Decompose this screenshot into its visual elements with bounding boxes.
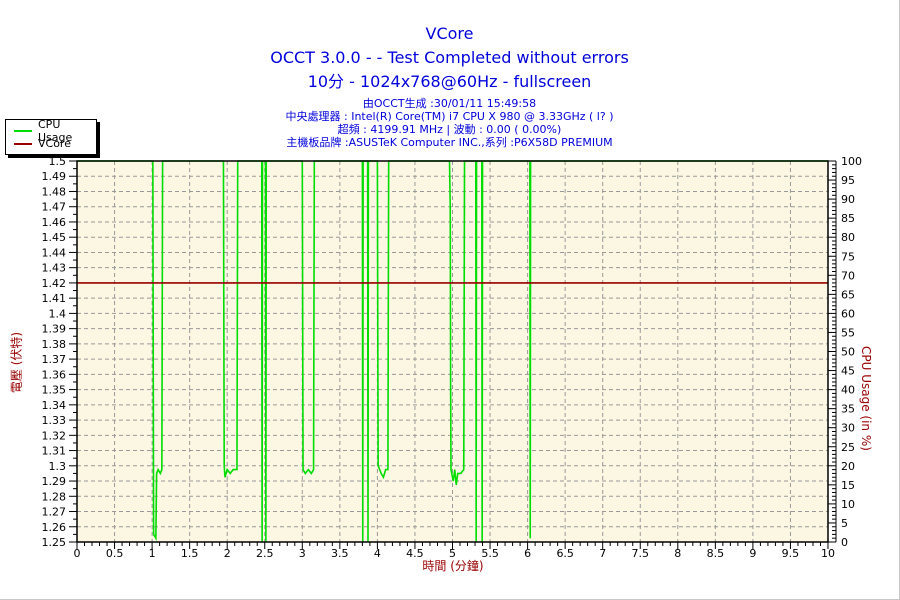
svg-text:45: 45 xyxy=(841,365,855,378)
svg-text:40: 40 xyxy=(841,384,855,397)
svg-text:1.44: 1.44 xyxy=(42,246,67,259)
svg-text:4.5: 4.5 xyxy=(406,547,424,560)
svg-text:35: 35 xyxy=(841,403,855,416)
chart-subtitle-status: OCCT 3.0.0 - - Test Completed without er… xyxy=(270,48,629,67)
svg-text:80: 80 xyxy=(841,231,855,244)
svg-text:25: 25 xyxy=(841,441,855,454)
svg-text:1.27: 1.27 xyxy=(42,506,67,519)
svg-text:0: 0 xyxy=(74,547,81,560)
svg-text:1.41: 1.41 xyxy=(42,292,67,305)
svg-text:1.28: 1.28 xyxy=(42,490,67,503)
svg-text:70: 70 xyxy=(841,269,855,282)
svg-text:1.34: 1.34 xyxy=(42,399,67,412)
svg-text:1.26: 1.26 xyxy=(42,521,67,534)
svg-text:1.31: 1.31 xyxy=(42,445,67,458)
svg-text:1.38: 1.38 xyxy=(42,338,67,351)
svg-text:1.39: 1.39 xyxy=(42,323,67,336)
legend-item-vcore: VCore xyxy=(14,137,96,150)
svg-text:10: 10 xyxy=(821,547,835,560)
svg-text:9.5: 9.5 xyxy=(782,547,800,560)
svg-text:50: 50 xyxy=(841,346,855,359)
svg-text:20: 20 xyxy=(841,460,855,473)
vcore-line-swatch xyxy=(14,142,32,145)
info-cpu-line: 中央處理器 : Intel(R) Core(TM) i7 CPU X 980 @… xyxy=(285,110,614,123)
svg-text:1.29: 1.29 xyxy=(42,475,67,488)
svg-text:1.25: 1.25 xyxy=(42,536,67,549)
svg-text:15: 15 xyxy=(841,479,855,492)
svg-text:85: 85 xyxy=(841,212,855,225)
legend: CPU Usage VCore xyxy=(5,118,97,155)
svg-text:1.46: 1.46 xyxy=(42,216,67,229)
svg-text:55: 55 xyxy=(841,326,855,339)
svg-text:1.48: 1.48 xyxy=(42,186,67,199)
svg-text:90: 90 xyxy=(841,193,855,206)
info-generated-line: 由OCCT生成 :30/01/11 15:49:58 xyxy=(362,97,537,110)
info-overclock-line: 超頻 : 4199.91 MHz | 波動 : 0.00 ( 0.00%) xyxy=(337,123,562,136)
svg-text:1.43: 1.43 xyxy=(42,262,67,275)
svg-text:100: 100 xyxy=(841,155,862,168)
legend-label-vcore: VCore xyxy=(38,137,71,150)
svg-text:60: 60 xyxy=(841,307,855,320)
svg-text:1.5: 1.5 xyxy=(181,547,199,560)
svg-text:1.42: 1.42 xyxy=(42,277,67,290)
svg-text:5: 5 xyxy=(449,547,456,560)
svg-text:1.4: 1.4 xyxy=(49,307,67,320)
svg-text:2: 2 xyxy=(224,547,231,560)
svg-text:30: 30 xyxy=(841,422,855,435)
svg-text:7.5: 7.5 xyxy=(632,547,650,560)
svg-text:1.36: 1.36 xyxy=(42,368,67,381)
svg-text:1.5: 1.5 xyxy=(49,155,67,168)
svg-text:1: 1 xyxy=(149,547,156,560)
svg-text:5.5: 5.5 xyxy=(481,547,499,560)
svg-text:1.49: 1.49 xyxy=(42,170,67,183)
right-axis-title: CPU Usage (in %) xyxy=(859,346,873,451)
svg-text:10: 10 xyxy=(841,498,855,511)
svg-text:2.5: 2.5 xyxy=(256,547,274,560)
left-axis-title: 電壓 (伏特) xyxy=(9,331,24,394)
svg-text:4: 4 xyxy=(374,547,381,560)
svg-text:8.5: 8.5 xyxy=(707,547,725,560)
x-axis-title: 時間 (分鐘) xyxy=(422,559,484,573)
svg-text:0.5: 0.5 xyxy=(106,547,124,560)
legend-label-cpu-usage: CPU Usage xyxy=(38,117,73,144)
svg-text:6: 6 xyxy=(524,547,531,560)
svg-text:1.47: 1.47 xyxy=(42,201,67,214)
svg-text:3: 3 xyxy=(299,547,306,560)
svg-text:9: 9 xyxy=(749,547,756,560)
svg-text:65: 65 xyxy=(841,288,855,301)
chart-subtitle-mode: 10分 - 1024x768@60Hz - fullscreen xyxy=(307,72,592,91)
svg-text:7: 7 xyxy=(599,547,606,560)
chart-title: VCore xyxy=(425,24,474,43)
legend-item-cpu-usage: CPU Usage xyxy=(14,118,96,144)
svg-text:1.3: 1.3 xyxy=(49,460,67,473)
title-block: VCore OCCT 3.0.0 - - Test Completed with… xyxy=(0,22,899,94)
svg-text:1.32: 1.32 xyxy=(42,429,67,442)
svg-text:1.33: 1.33 xyxy=(42,414,67,427)
svg-text:0: 0 xyxy=(841,536,848,549)
svg-text:8: 8 xyxy=(674,547,681,560)
svg-text:1.35: 1.35 xyxy=(42,384,67,397)
svg-text:95: 95 xyxy=(841,174,855,187)
system-info-block: 由OCCT生成 :30/01/11 15:49:58 中央處理器 : Intel… xyxy=(0,97,899,149)
cpu-usage-line-swatch xyxy=(14,129,32,132)
svg-text:5: 5 xyxy=(841,517,848,530)
svg-text:1.45: 1.45 xyxy=(42,231,67,244)
svg-text:75: 75 xyxy=(841,250,855,263)
svg-text:3.5: 3.5 xyxy=(331,547,349,560)
info-motherboard-line: 主機板品牌 :ASUSTeK Computer INC.,系列 :P6X58D … xyxy=(286,136,613,149)
svg-text:1.37: 1.37 xyxy=(42,353,67,366)
svg-text:6.5: 6.5 xyxy=(556,547,574,560)
